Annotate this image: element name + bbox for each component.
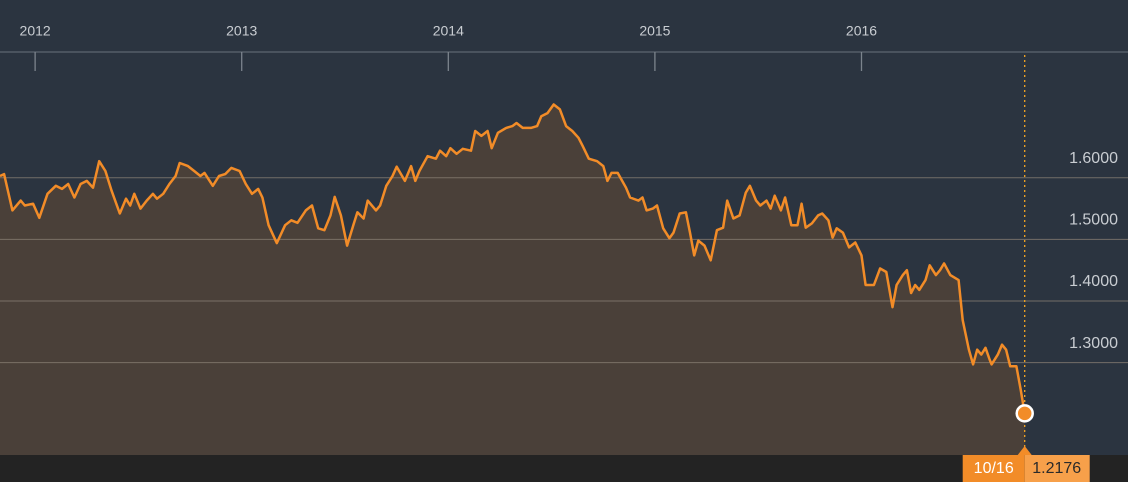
- y-tick-label: 1.3000: [1069, 335, 1118, 352]
- readout-value-box: [1024, 455, 1090, 482]
- readout-box: [962, 455, 1025, 482]
- x-tick-label: 2016: [846, 23, 877, 39]
- x-tick-label: 2013: [226, 23, 257, 39]
- last-point: [1015, 404, 1034, 423]
- area-fill: [0, 104, 1025, 455]
- readout-pointer: [1017, 446, 1032, 455]
- bottom-strip: [0, 455, 1128, 482]
- y-tick-label: 1.4000: [1069, 273, 1118, 290]
- x-tick-label: 2015: [639, 23, 670, 39]
- readout-value: 1.2176: [1032, 460, 1081, 477]
- readout-date: 10/16: [974, 460, 1014, 477]
- x-tick-label: 2012: [20, 23, 51, 39]
- x-tick-label: 2014: [433, 23, 464, 39]
- y-tick-label: 1.6000: [1069, 150, 1118, 167]
- y-tick-label: 1.5000: [1069, 212, 1118, 229]
- price-line: [0, 103, 1026, 414]
